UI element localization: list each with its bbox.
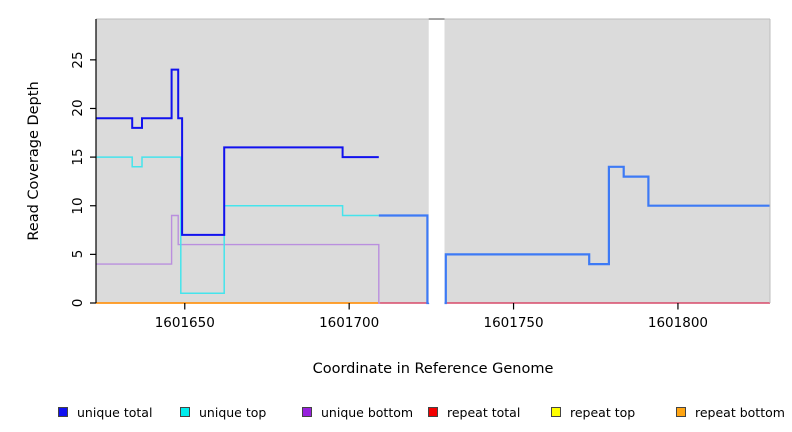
legend-label: repeat top [570,404,636,420]
y-tick-label: 5 [70,250,86,259]
x-axis-title: Coordinate in Reference Genome [312,361,554,377]
repeat-top-swatch-icon [551,407,561,417]
chart-legend: unique total unique top unique bottom re… [0,403,792,425]
legend-item-unique-bottom: unique bottom [302,403,413,421]
legend-label: repeat total [447,404,521,420]
legend-item-unique-total: unique total [58,403,152,421]
x-tick-label: 1601750 [483,315,544,331]
repeat-total-swatch-icon [428,407,438,417]
unique-top-swatch-icon [180,407,190,417]
y-tick-label: 20 [70,99,86,118]
legend-label: unique top [199,404,267,420]
unique-total-swatch-icon [58,407,68,417]
x-tick-label: 1601800 [647,315,708,331]
legend-label: unique total [77,404,153,420]
y-tick-label: 0 [70,298,86,308]
legend-label: repeat bottom [695,404,785,420]
legend-label: unique bottom [321,404,414,420]
x-tick-label: 1601700 [319,315,380,331]
y-tick-label: 15 [70,148,86,166]
legend-item-repeat-bottom: repeat bottom [676,403,785,421]
legend-item-unique-top: unique top [180,403,266,421]
y-axis-title: Read Coverage Depth [26,81,42,241]
unique-bottom-swatch-icon [302,407,312,417]
x-tick-label: 1601650 [154,315,215,331]
y-tick-label: 10 [70,197,86,215]
legend-item-repeat-total: repeat total [428,403,520,421]
legend-item-repeat-top: repeat top [551,403,635,421]
repeat-bottom-swatch-icon [676,407,686,417]
y-tick-label: 25 [70,51,86,69]
